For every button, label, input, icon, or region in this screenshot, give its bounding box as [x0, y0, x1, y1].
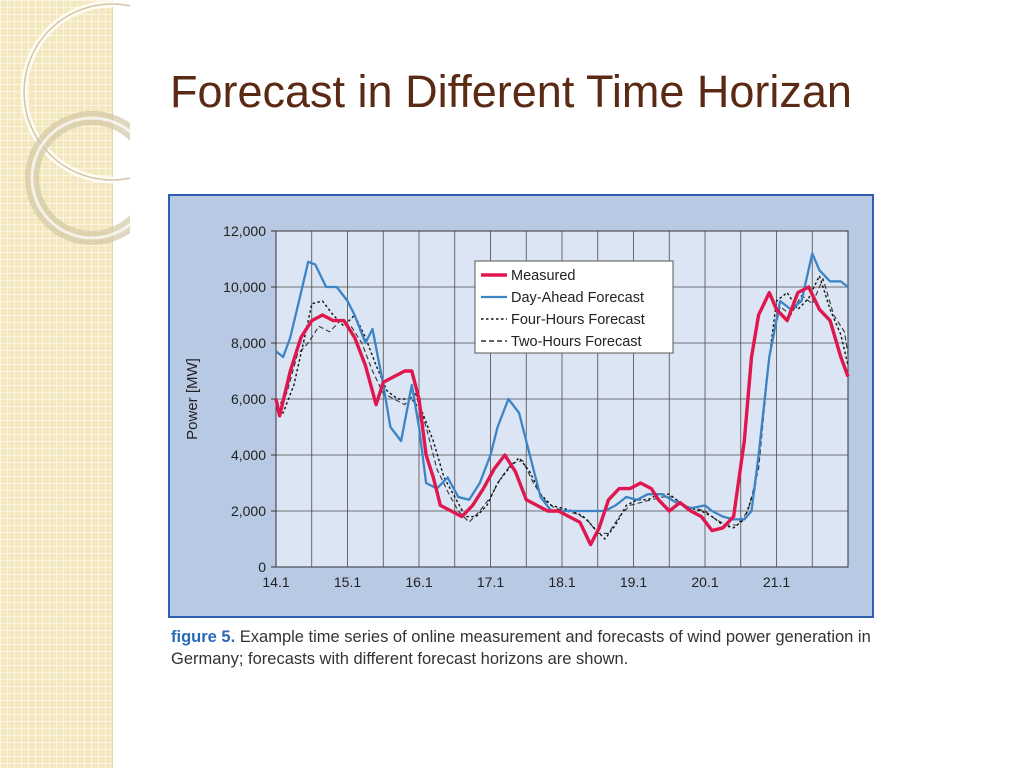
wind-power-line-chart: 0 2,000 4,000 6,000 8,000 10,000 12,000 14.1 15.… [184, 223, 850, 590]
y-tick-label: 0 [258, 559, 266, 575]
legend-label: Measured [511, 268, 575, 284]
series-line-measured [274, 285, 850, 547]
legend-label: Four-Hours Forecast [511, 312, 645, 328]
figure-caption: figure 5. Example time series of online … [171, 626, 871, 670]
legend-box [474, 260, 674, 354]
x-tick-label: 19.1 [620, 574, 647, 590]
y-tick-label: 6,000 [231, 391, 266, 407]
y-tick-label: 8,000 [231, 335, 266, 351]
y-axis-label: Power [MW] [184, 358, 201, 440]
legend-label: Two-Hours Forecast [511, 334, 642, 350]
y-tick-label: 4,000 [231, 447, 266, 463]
figure-frame: 0 2,000 4,000 6,000 8,000 10,000 12,000 14.1 15.… [168, 194, 874, 618]
figure-caption-text: Example time series of online measuremen… [171, 628, 871, 668]
chart-legend: Measured Day-Ahead Forecast Four-Hours For… [474, 260, 674, 354]
x-tick-label: 14.1 [262, 574, 289, 590]
decorative-ring-large-shadow [23, 3, 130, 181]
y-tick-label: 12,000 [223, 223, 266, 239]
decorative-rings [20, 0, 130, 245]
y-tick-label: 2,000 [231, 503, 266, 519]
x-tick-label: 18.1 [548, 574, 575, 590]
x-tick-label: 20.1 [691, 574, 718, 590]
decorative-ring-small-highlight [30, 116, 130, 240]
slide-title: Forecast in Different Time Horizan [170, 66, 852, 117]
x-tick-label: 21.1 [763, 574, 790, 590]
y-tick-label: 10,000 [223, 279, 266, 295]
series-line-day-ahead-forecast [275, 252, 849, 521]
x-tick-label: 16.1 [405, 574, 432, 590]
x-tick-label: 17.1 [477, 574, 504, 590]
legend-label: Day-Ahead Forecast [511, 290, 644, 306]
x-tick-label: 15.1 [334, 574, 361, 590]
figure-caption-label: figure 5. [171, 628, 236, 646]
